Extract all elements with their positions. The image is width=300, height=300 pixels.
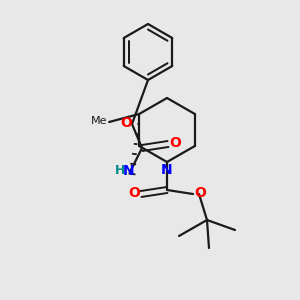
- Text: O: O: [169, 136, 181, 150]
- Text: O: O: [120, 116, 132, 130]
- Text: O: O: [128, 186, 140, 200]
- Text: O: O: [194, 186, 206, 200]
- Text: H: H: [115, 164, 125, 178]
- Text: N: N: [123, 164, 135, 178]
- Text: N: N: [161, 163, 173, 177]
- Text: Me: Me: [91, 116, 107, 126]
